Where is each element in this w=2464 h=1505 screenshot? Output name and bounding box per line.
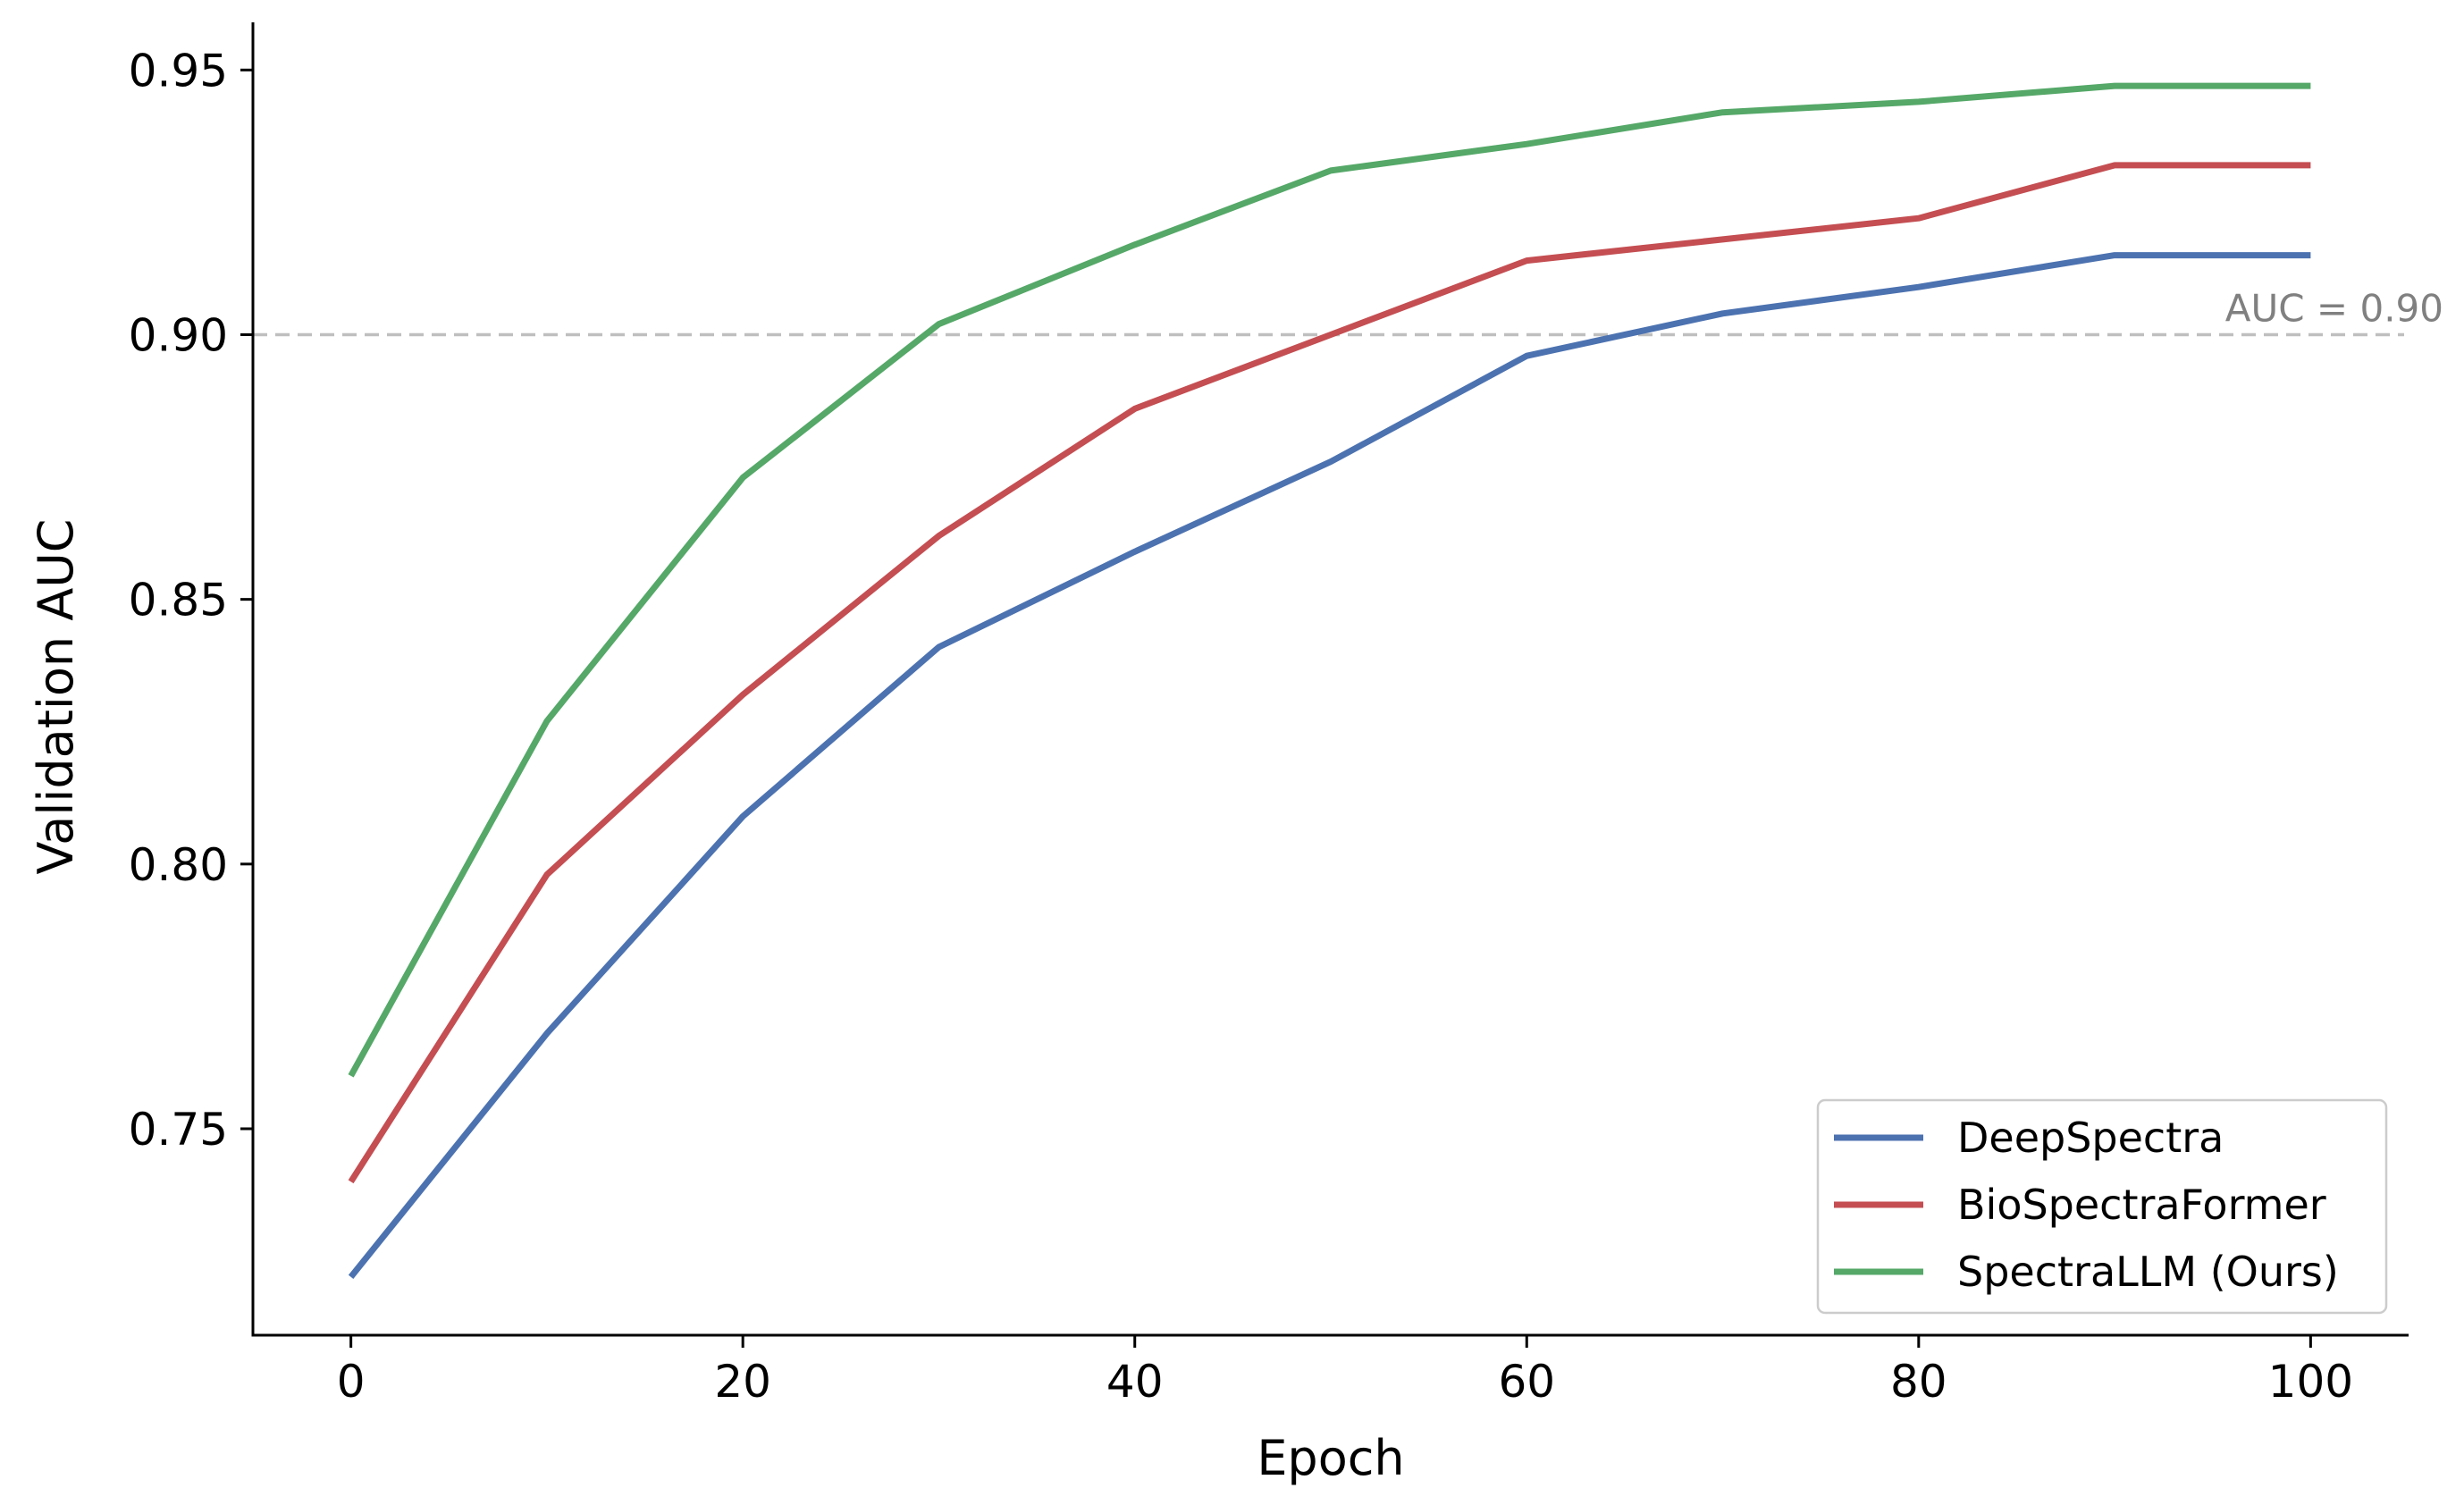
y-tick-label: 0.85 [129, 575, 228, 626]
x-axis-label: Epoch [1257, 1430, 1404, 1486]
legend: DeepSpectra BioSpectraFormer SpectraLLM (O… [1816, 1098, 2388, 1315]
x-tick-label: 20 [714, 1356, 771, 1408]
x-tick-label: 80 [1890, 1356, 1947, 1408]
x-tick-label: 100 [2268, 1356, 2353, 1408]
y-tick-label: 0.95 [129, 45, 228, 97]
legend-label-2: SpectraLLM (Ours) [1957, 1248, 2339, 1296]
x-tick-label: 0 [337, 1356, 366, 1408]
y-tick-label: 0.75 [129, 1104, 228, 1156]
series-line-1 [348, 162, 2311, 1184]
y-axis-label: Validation AUC [28, 519, 84, 875]
legend-frame [1816, 1098, 2388, 1315]
series-line-0 [348, 252, 2311, 1279]
axes-layer [251, 22, 2409, 1337]
ticks-layer: 0 20 40 60 80 100 0.75 0.80 0.85 0.90 0.95 [129, 45, 2353, 1408]
legend-label-1: BioSpectraFormer [1957, 1181, 2326, 1229]
y-tick-label: 0.80 [129, 839, 228, 891]
series-line-2 [348, 82, 2311, 1078]
reference-line-label: AUC = 0.90 [2225, 286, 2443, 330]
x-tick-label: 40 [1106, 1356, 1164, 1408]
x-tick-label: 60 [1498, 1356, 1555, 1408]
series-layer [348, 82, 2311, 1279]
legend-label-0: DeepSpectra [1957, 1114, 2224, 1162]
y-tick-label: 0.90 [129, 309, 228, 361]
